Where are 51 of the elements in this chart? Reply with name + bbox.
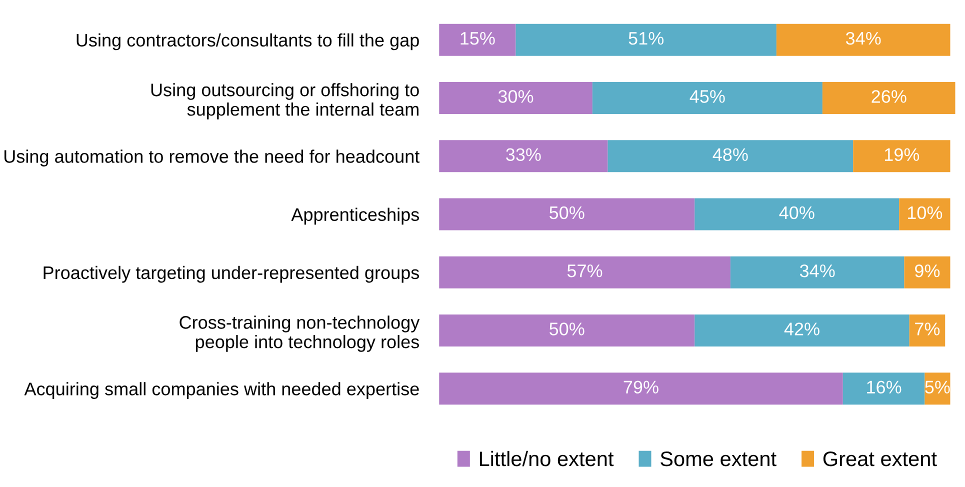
- bar: [608, 140, 854, 172]
- y-tick-label: Proactively targeting under-represented groups: [44, 266, 420, 283]
- bar: [776, 24, 950, 56]
- bar: [592, 82, 822, 114]
- data-label: 50%: [550, 206, 584, 220]
- bar: [439, 140, 608, 172]
- bar: [694, 314, 910, 347]
- data-label: 40%: [779, 206, 814, 220]
- data-label: 10%: [908, 206, 942, 220]
- bar: [730, 256, 904, 288]
- data-label: 34%: [800, 264, 835, 278]
- data-label: 48%: [712, 148, 748, 161]
- y-tick-label: Apprenticeships: [291, 208, 419, 225]
- y-tick-label: Cross-training non-technology people into technology roles: [180, 316, 420, 352]
- data-label: 9%: [915, 264, 940, 278]
- bar: [899, 198, 950, 230]
- bar: [694, 198, 900, 230]
- data-label: 45%: [690, 90, 725, 103]
- data-label: 26%: [872, 90, 906, 103]
- bar: [516, 24, 776, 56]
- bar: [904, 256, 950, 288]
- data-label: 57%: [567, 264, 602, 278]
- y-tick-label: Using outsourcing or offshoring to supplement the internal team: [151, 83, 419, 120]
- data-label: 19%: [884, 148, 920, 161]
- data-label: 34%: [846, 32, 881, 45]
- bar: [439, 24, 516, 56]
- bar: [439, 372, 843, 405]
- data-label: 7%: [915, 322, 940, 336]
- data-label: 16%: [867, 380, 902, 394]
- data-label: 15%: [460, 32, 495, 45]
- legend-label: Great extent: [823, 451, 937, 466]
- bar: [909, 314, 946, 347]
- bar: [439, 198, 695, 230]
- data-label: 50%: [550, 322, 584, 336]
- bar: [439, 314, 695, 347]
- data-label: 51%: [628, 32, 664, 45]
- data-label: 42%: [784, 322, 820, 336]
- y-tick-label: Acquiring small companies with needed expertise: [24, 382, 419, 399]
- data-label: 5%: [925, 380, 950, 394]
- bar: [822, 82, 956, 114]
- y-tick-label: Using automation to remove the need for headcount: [4, 150, 420, 166]
- bar: [842, 372, 925, 405]
- y-tick-label: Using contractors/consultants to fill the gap: [76, 33, 419, 50]
- data-label: 33%: [506, 148, 541, 161]
- data-label: 79%: [624, 380, 658, 394]
- legend-label: Some extent: [660, 451, 776, 466]
- bar: [439, 82, 592, 114]
- data-label: 30%: [498, 90, 534, 103]
- legend-label: Little/no extent: [480, 450, 614, 466]
- bar: [439, 256, 730, 288]
- bar: [853, 140, 950, 172]
